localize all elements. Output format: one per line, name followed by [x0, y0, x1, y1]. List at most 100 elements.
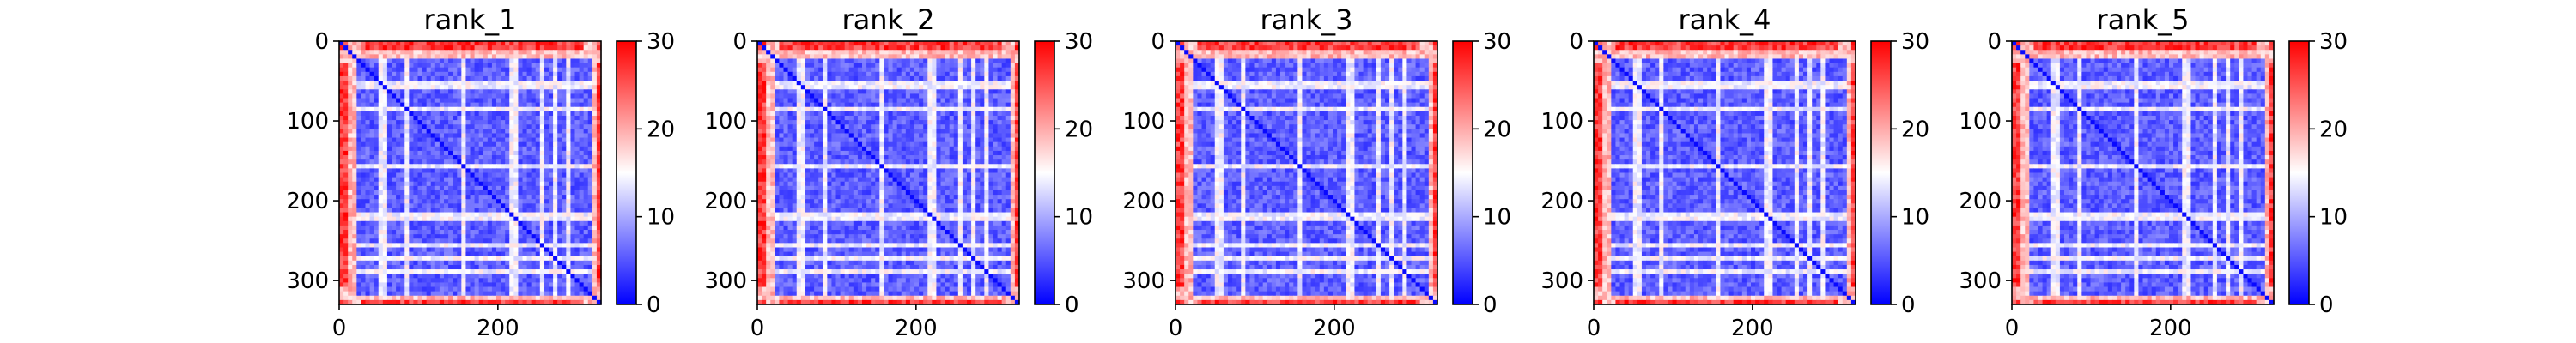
heatmap-cell — [453, 50, 458, 55]
heatmap-cell — [352, 164, 357, 169]
heatmap-cell — [392, 85, 397, 90]
heatmap-cell — [465, 146, 471, 152]
heatmap-cell — [518, 85, 524, 90]
heatmap-cell — [927, 71, 933, 77]
heatmap-cell — [553, 75, 558, 81]
heatmap-cell — [374, 45, 380, 51]
heatmap-cell — [448, 212, 453, 218]
heatmap-cell — [409, 115, 415, 121]
heatmap-cell — [1005, 115, 1012, 121]
heatmap-cell — [352, 269, 357, 274]
heatmap-cell — [356, 208, 362, 214]
heatmap-cell — [496, 199, 501, 204]
heatmap-cell — [343, 81, 349, 86]
heatmap-cell — [587, 295, 593, 301]
heatmap-cell — [579, 220, 585, 226]
heatmap-cell — [434, 238, 440, 244]
heatmap-cell — [840, 106, 846, 112]
heatmap-cell — [570, 225, 576, 231]
heatmap-cell — [997, 120, 1003, 125]
heatmap-cell — [496, 282, 501, 288]
heatmap-cell — [787, 75, 793, 81]
heatmap-cell — [339, 75, 344, 81]
heatmap-cell — [927, 102, 933, 108]
heatmap-cell — [361, 146, 367, 152]
heatmap-cell — [967, 93, 972, 99]
heatmap-cell — [557, 238, 562, 244]
heatmap-cell — [787, 111, 793, 117]
heatmap-cell — [827, 50, 833, 55]
heatmap-cell — [522, 216, 528, 222]
heatmap-cell — [592, 71, 598, 77]
heatmap-cell — [339, 264, 344, 270]
heatmap-cell — [361, 295, 367, 301]
heatmap-cell — [814, 93, 819, 99]
heatmap-cell — [374, 278, 380, 284]
heatmap-cell — [461, 81, 467, 86]
heatmap-cell — [579, 124, 585, 129]
heatmap-cell — [465, 81, 471, 86]
heatmap-cell — [971, 129, 976, 135]
heatmap-cell — [888, 75, 894, 81]
heatmap-cell — [361, 150, 367, 156]
heatmap-cell — [840, 124, 846, 129]
heatmap-cell — [522, 295, 528, 301]
heatmap-cell — [539, 71, 545, 77]
heatmap-cell — [386, 124, 392, 129]
heatmap-cell — [553, 220, 558, 226]
heatmap-cell — [997, 106, 1003, 112]
heatmap-cell — [474, 89, 480, 94]
heatmap-cell — [465, 41, 471, 46]
heatmap-cell — [853, 106, 859, 112]
heatmap-cell — [574, 282, 580, 288]
heatmap-cell — [513, 85, 519, 90]
heatmap-cell — [579, 172, 585, 178]
heatmap-cell — [470, 195, 476, 200]
heatmap-cell — [404, 247, 410, 253]
heatmap-cell — [413, 63, 419, 69]
heatmap-cell — [531, 71, 537, 77]
heatmap-cell — [592, 274, 598, 279]
heatmap-cell — [505, 172, 510, 178]
heatmap-cell — [562, 225, 567, 231]
heatmap-cell — [957, 89, 963, 94]
heatmap-cell — [936, 98, 942, 104]
heatmap-cell — [465, 190, 471, 196]
heatmap-cell — [892, 102, 898, 108]
heatmap-cell — [570, 50, 576, 55]
heatmap-cell — [535, 124, 541, 129]
heatmap-cell — [470, 256, 476, 262]
heatmap-cell — [557, 137, 562, 143]
heatmap-cell — [365, 58, 371, 64]
heatmap-cell — [426, 251, 432, 257]
heatmap-cell — [496, 172, 501, 178]
heatmap-cell — [487, 220, 493, 226]
heatmap-cell — [461, 137, 467, 143]
heatmap-cell — [844, 50, 850, 55]
heatmap-cell — [444, 234, 449, 239]
heatmap-cell — [896, 93, 902, 99]
heatmap-cell — [392, 256, 397, 262]
heatmap-cell — [862, 85, 867, 90]
heatmap-cell — [396, 75, 401, 81]
heatmap-cell — [818, 124, 823, 129]
heatmap-cell — [457, 89, 462, 94]
heatmap-cell — [439, 58, 445, 64]
heatmap-cell — [787, 41, 793, 46]
heatmap-cell — [400, 286, 405, 292]
heatmap-cell — [439, 129, 445, 135]
heatmap-cell — [831, 115, 837, 121]
heatmap-cell — [805, 120, 811, 125]
heatmap-cells — [339, 41, 602, 305]
heatmap-cell — [909, 71, 915, 77]
heatmap-cell — [453, 251, 458, 257]
heatmap-cell — [909, 67, 915, 73]
heatmap-cell — [975, 124, 981, 129]
heatmap-cell — [562, 111, 567, 117]
heatmap-cell — [457, 120, 462, 125]
heatmap-cell — [539, 45, 545, 51]
heatmap-cell — [513, 195, 519, 200]
heatmap-cell — [509, 155, 514, 160]
heatmap-cell — [434, 212, 440, 218]
heatmap-cell — [531, 216, 537, 222]
